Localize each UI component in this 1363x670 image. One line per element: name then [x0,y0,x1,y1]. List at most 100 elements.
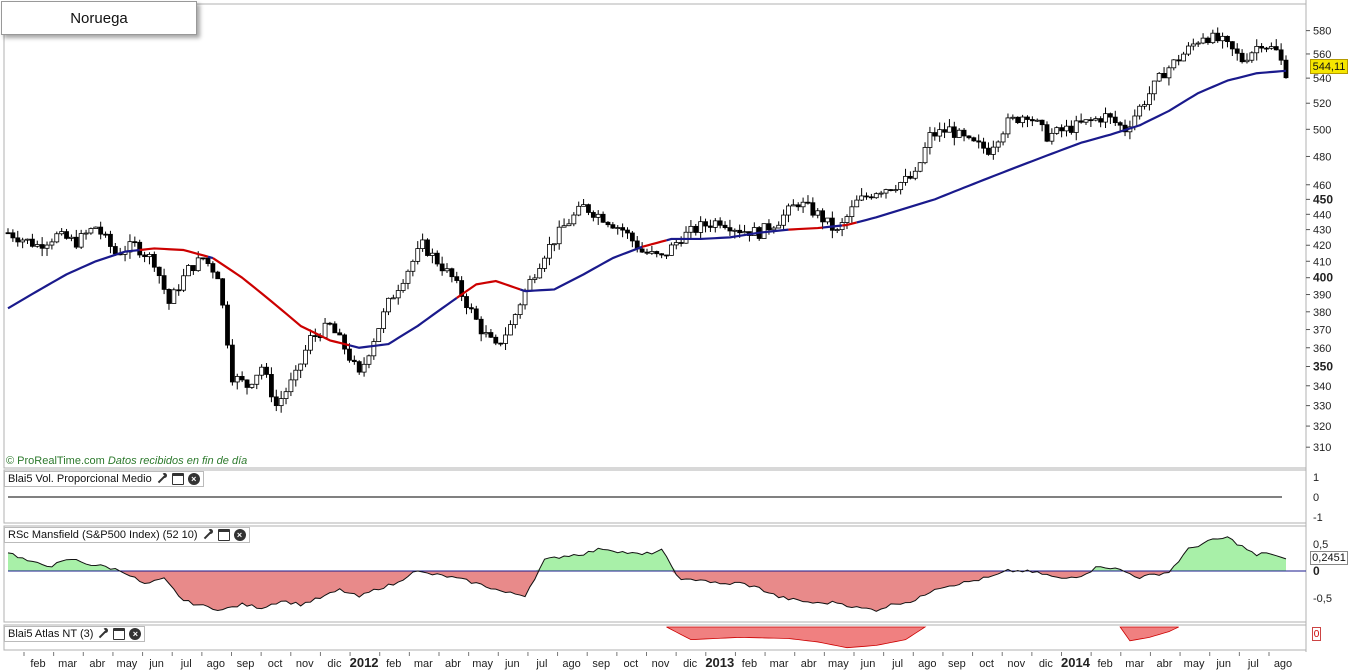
candle-body [966,135,972,139]
candle [1015,116,1021,125]
moving-average [7,69,1287,349]
candle [459,276,465,302]
candle [825,217,830,225]
candle-body [751,227,757,236]
candle [434,250,440,267]
close-icon[interactable]: × [187,473,200,485]
candle-body [205,257,211,264]
rsc-indicator-name: RSc Mansfield (S&P500 Index) (52 10) [8,529,198,541]
candle-body [73,236,79,248]
candle [108,230,113,254]
candle-body [478,318,484,335]
candle-body [249,383,255,388]
candle-body [259,366,265,376]
candle-body [44,244,50,249]
candle-body [815,210,821,216]
window-icon[interactable] [217,529,230,541]
candle [712,218,718,233]
candle [59,228,65,236]
candle-body [1107,113,1113,118]
wrench-icon[interactable] [97,628,109,640]
candle [93,226,99,229]
candle-body [356,361,362,373]
candles [5,27,1289,413]
candle [995,140,1001,153]
candle-body [942,129,947,133]
candle-body [698,221,704,233]
time-tick-label: ago [562,658,580,670]
candle [605,221,611,228]
candle [225,301,230,349]
time-tick-label: mar [414,658,433,670]
candle [942,122,947,139]
moving-average-falling [456,279,521,299]
price-tick-label: 420 [1313,240,1331,252]
candle-body [59,231,65,235]
wrench-icon[interactable] [202,529,214,541]
candle-body [410,260,416,272]
time-tick-label: jun [504,658,520,670]
candle-body [1020,116,1025,124]
candle [800,197,806,213]
rsc-indicator-label[interactable]: RSc Mansfield (S&P500 Index) (52 10) × [4,527,250,543]
candle [259,364,265,380]
candle-body [820,210,826,223]
candle [415,241,421,265]
candle [473,305,479,320]
candle [717,217,723,229]
window-icon[interactable] [171,473,184,485]
candle-body [517,304,523,315]
candle-body [868,196,874,199]
candle-body [922,147,928,164]
candle-body [464,296,469,309]
atlas-indicator-label[interactable]: Blai5 Atlas NT (3) × [4,626,146,642]
candle-body [220,278,226,306]
candle [308,329,313,355]
candle [727,219,733,236]
candle-body [859,195,865,201]
candle [673,238,679,250]
close-icon[interactable]: × [129,628,142,640]
price-tick-label: 360 [1313,343,1331,355]
price-tick-label: 350 [1313,359,1333,373]
close-icon[interactable]: × [233,529,246,541]
candle [1205,36,1211,45]
time-tick-label: may [117,658,138,670]
candle-body [108,233,113,247]
time-tick-label: nov [1007,658,1025,670]
time-tick-label: dic [327,658,342,670]
candle [722,221,728,230]
candle-body [293,369,299,381]
candle-body [878,192,884,195]
candle [371,338,377,360]
candle [278,390,284,413]
candle [898,181,904,195]
candle-body [503,334,508,344]
window-icon[interactable] [113,628,126,640]
atlas-last-value-tag: 0 [1312,627,1321,641]
candle [88,227,94,235]
candle-body [1112,116,1118,124]
wrench-icon[interactable] [156,473,168,485]
candle-body [200,257,206,260]
candle-body [951,126,957,138]
volume-indicator-label[interactable]: Blai5 Vol. Proporcional Medio × [4,471,204,487]
candle-body [147,253,152,258]
candle-body [1103,113,1108,123]
price-tick-label: 410 [1313,256,1331,268]
candle-body [1156,73,1162,82]
candle [381,308,386,334]
candle-body [981,141,986,149]
candle-body [132,241,138,244]
candle-body [1151,80,1157,95]
candle-body [664,254,669,257]
candle-body [229,344,235,383]
candle [5,228,11,235]
candle [664,254,669,260]
moving-average-falling [212,257,350,347]
moving-average-rising [856,69,1287,224]
candle-body [1220,35,1225,42]
candle-body [825,217,830,223]
candle [854,195,860,208]
candle [142,251,147,263]
